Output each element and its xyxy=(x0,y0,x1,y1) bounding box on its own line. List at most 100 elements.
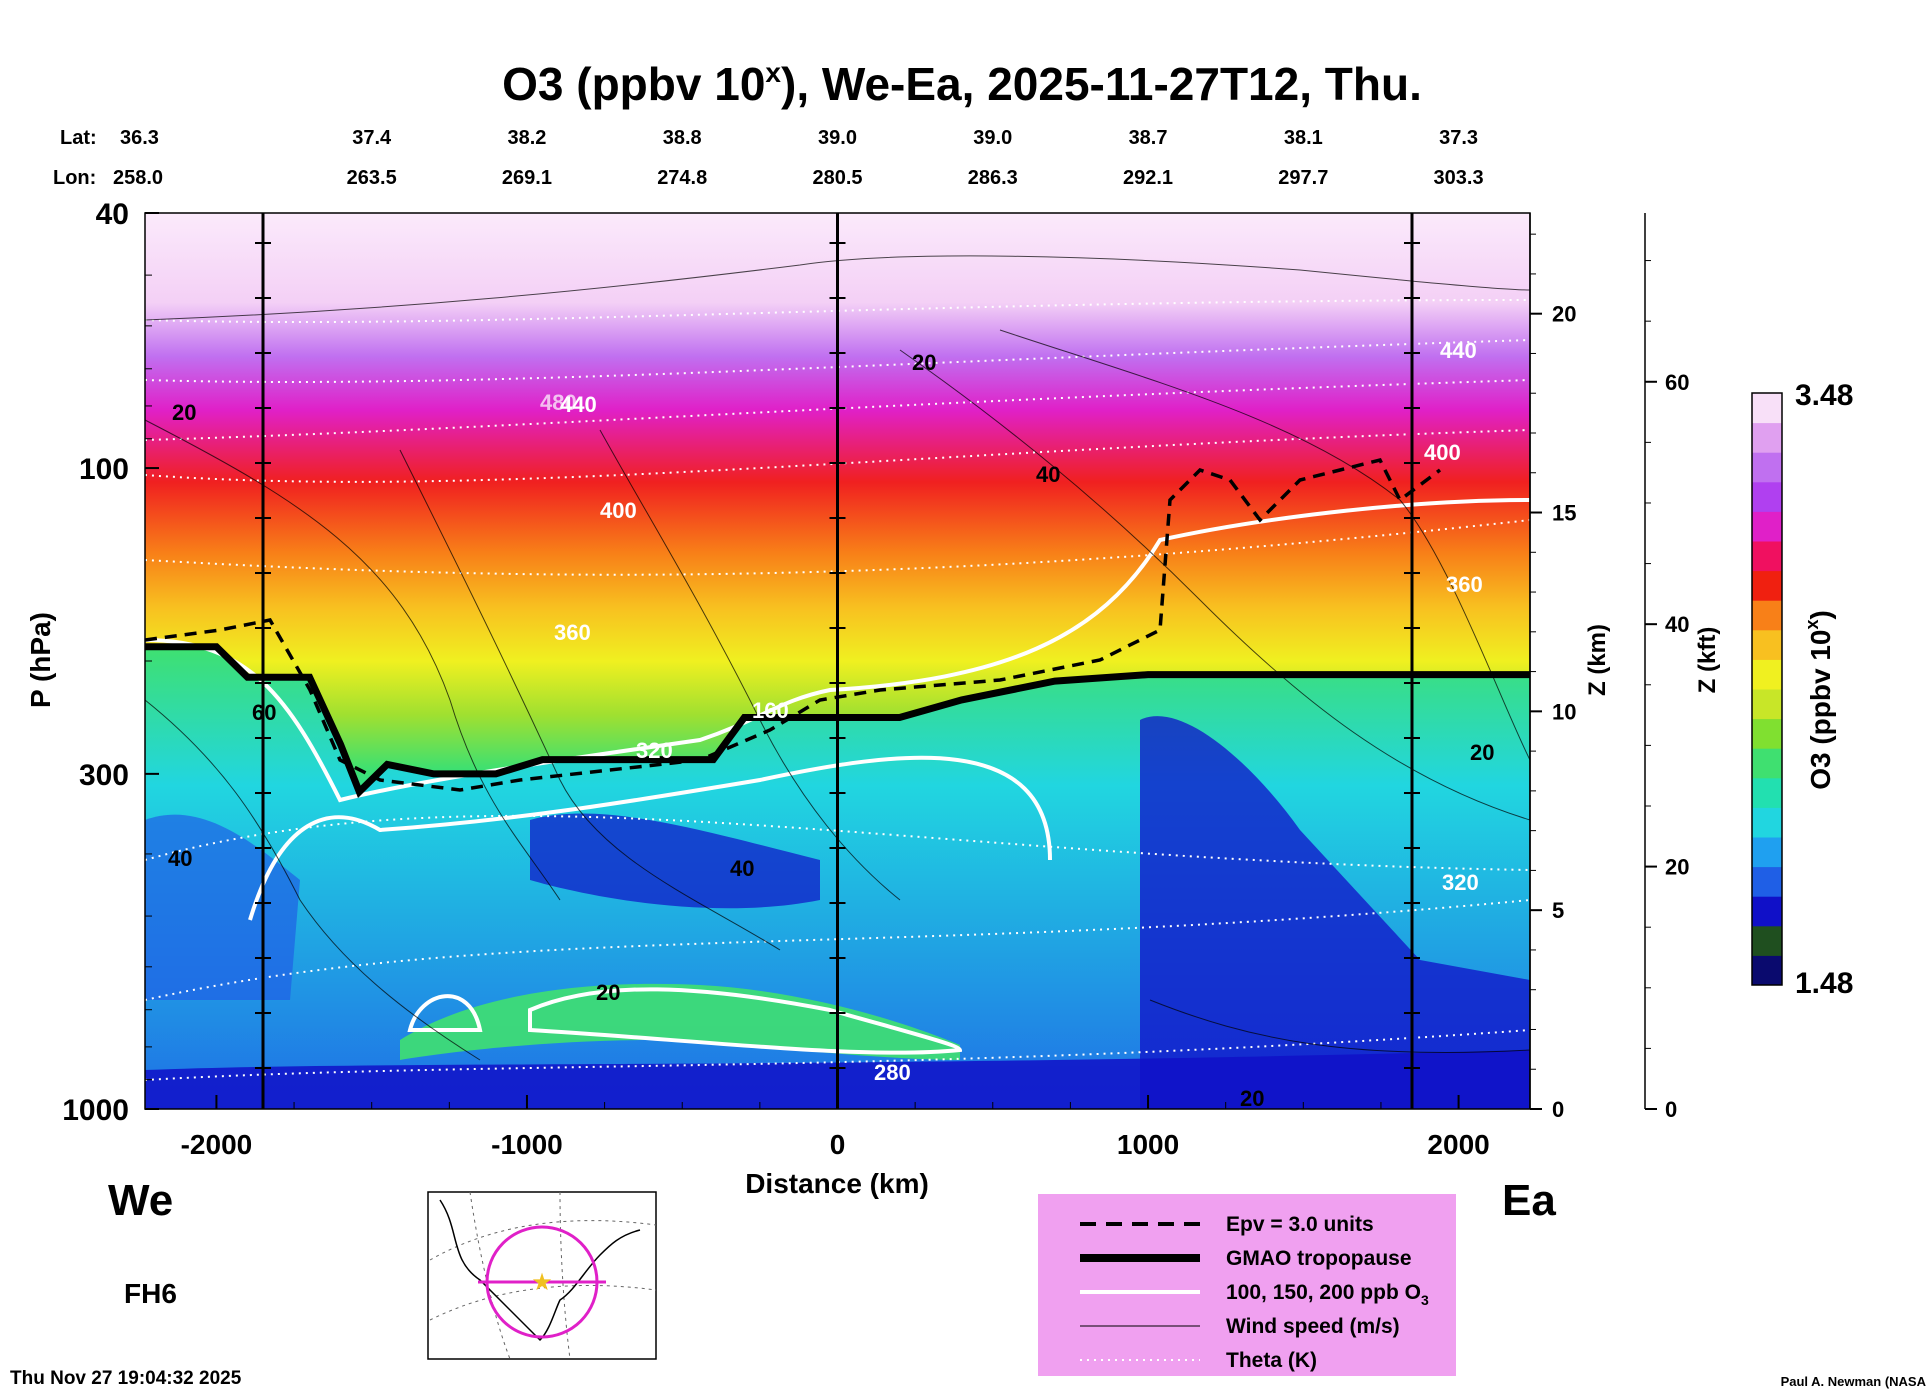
z-km-tick-label: 20 xyxy=(1552,302,1576,327)
colorbar-swatch xyxy=(1752,777,1782,808)
z-km-tick-label: 0 xyxy=(1552,1097,1564,1122)
colorbar-swatch xyxy=(1752,481,1782,512)
contour-labels: 480 440 400 360 320 280 440 400 360 320 … xyxy=(168,338,1494,1111)
inset-map-frame xyxy=(427,1191,657,1360)
ozone-contour xyxy=(528,987,963,1055)
z-kft-tick-label: 60 xyxy=(1665,370,1689,395)
low-ozone-patch xyxy=(145,814,300,1000)
title-superscript: x xyxy=(765,57,781,88)
title-main: O3 (ppbv 10 xyxy=(502,58,765,110)
colorbar-swatch xyxy=(1752,866,1782,897)
lon-value: 286.3 xyxy=(968,167,1018,189)
forecast-hour-label: FH6 xyxy=(124,1278,177,1309)
z-km-axis: 0 5 10 15 20 xyxy=(1530,233,1576,1122)
theta-line xyxy=(145,429,1530,483)
wind-label: 40 xyxy=(168,846,192,871)
map-coastline xyxy=(439,1199,641,1342)
footer-timestamp: Thu Nov 27 19:04:32 2025 xyxy=(10,1368,242,1389)
colorbar-swatch xyxy=(1752,896,1782,927)
wind-contour xyxy=(145,699,481,1061)
lat-value: 38.8 xyxy=(663,127,702,149)
z-km-tick-label: 10 xyxy=(1552,699,1576,724)
lon-value: 258.0 xyxy=(113,167,163,189)
vertical-markers xyxy=(255,213,1420,1109)
lon-value: 303.3 xyxy=(1434,167,1484,189)
colorbar-swatch xyxy=(1752,718,1782,749)
wind-label: 60 xyxy=(252,700,276,725)
legend-label: Epv = 3.0 units xyxy=(1226,1213,1374,1236)
lon-value: 263.5 xyxy=(347,167,397,189)
theta-line xyxy=(145,379,1530,441)
colorbar-swatch xyxy=(1752,629,1782,660)
colorbar-swatch xyxy=(1752,748,1782,779)
colorbar xyxy=(1751,392,1783,986)
wind-contour xyxy=(145,419,561,901)
y-tick-label: 100 xyxy=(79,453,129,486)
colorbar-min-label: 1.48 xyxy=(1795,967,1853,1000)
colorbar-swatch xyxy=(1752,511,1782,542)
y-axis: 1000 300 100 40 xyxy=(62,198,159,1127)
colorbar-swatch xyxy=(1752,541,1782,572)
z-kft-tick-label: 0 xyxy=(1665,1097,1677,1122)
map-center-star-icon: ★ xyxy=(531,1269,553,1296)
z-kft-tick-label: 40 xyxy=(1665,612,1689,637)
lat-value: 39.0 xyxy=(818,127,857,149)
map-graticule-line xyxy=(429,1284,657,1321)
lon-value: 280.5 xyxy=(812,167,862,189)
wind-contour xyxy=(899,349,1530,821)
lon-value: 269.1 xyxy=(502,167,552,189)
lat-value: 38.1 xyxy=(1284,127,1323,149)
wind-label: 20 xyxy=(596,980,620,1005)
lat-label: Lat: xyxy=(60,127,97,149)
lat-value: 38.2 xyxy=(507,127,546,149)
theta-line xyxy=(145,519,1530,576)
z-km-axis-label: Z (km) xyxy=(1584,624,1611,696)
x-tick-label: -1000 xyxy=(491,1129,563,1160)
legend-label: GMAO tropopause xyxy=(1226,1247,1412,1270)
colorbar-title-rest: ) xyxy=(1805,610,1836,619)
colorbar-frame xyxy=(1751,392,1783,986)
lat-value: 37.4 xyxy=(352,127,392,149)
wind-label: 20 xyxy=(1470,740,1494,765)
lat-value: 37.3 xyxy=(1439,127,1478,149)
theta-label: 400 xyxy=(1424,440,1461,465)
theta-contours xyxy=(145,299,1530,1081)
lat-value: 38.7 xyxy=(1129,127,1168,149)
footer-credit: Paul A. Newman (NASA xyxy=(1781,1374,1926,1389)
wind-contour xyxy=(1149,999,1530,1054)
ozone-label: 160 xyxy=(752,698,789,723)
colorbar-swatch xyxy=(1752,837,1782,868)
theta-label: 440 xyxy=(560,392,597,417)
colorbar-swatch xyxy=(1752,689,1782,720)
z-kft-axis: 0 20 40 60 xyxy=(1645,260,1689,1122)
x-axis: -2000 -1000 0 1000 2000 xyxy=(181,1095,1490,1160)
colorbar-swatch xyxy=(1752,659,1782,690)
colorbar-swatch xyxy=(1752,925,1782,956)
x-tick-label: 1000 xyxy=(1117,1129,1179,1160)
legend: Epv = 3.0 units GMAO tropopause 100, 150, … xyxy=(1038,1194,1456,1376)
low-ozone-patch xyxy=(1140,716,1530,1109)
colorbar-swatch xyxy=(1752,600,1782,631)
colorbar-swatch xyxy=(1752,393,1782,424)
lon-value: 297.7 xyxy=(1278,167,1328,189)
x-axis-label: Distance (km) xyxy=(745,1168,929,1199)
colorbar-swatch xyxy=(1752,570,1782,601)
theta-label: 480 xyxy=(540,390,577,415)
colorbar-swatch xyxy=(1752,807,1782,838)
colorbar-swatch xyxy=(1752,422,1782,453)
theta-label: 320 xyxy=(636,738,673,763)
lat-value: 39.0 xyxy=(973,127,1012,149)
wind-contour xyxy=(399,449,781,951)
theta-line xyxy=(145,299,1530,324)
legend-label: Theta (K) xyxy=(1226,1349,1317,1372)
x-tick-label: 0 xyxy=(830,1129,846,1160)
legend-label: Wind speed (m/s) xyxy=(1226,1315,1400,1338)
west-label: We xyxy=(108,1176,173,1225)
lat-value: 36.3 xyxy=(120,127,159,149)
theta-label: 320 xyxy=(1442,870,1479,895)
theta-label: 440 xyxy=(1440,338,1477,363)
lat-lon-header: 36.3 37.4 38.2 38.8 39.0 39.0 38.7 38.1 37.3 258.… xyxy=(113,127,1484,189)
wind-label: 20 xyxy=(912,350,936,375)
z-kft-axis-label: Z (kft) xyxy=(1694,627,1721,694)
theta-label: 360 xyxy=(1446,572,1483,597)
